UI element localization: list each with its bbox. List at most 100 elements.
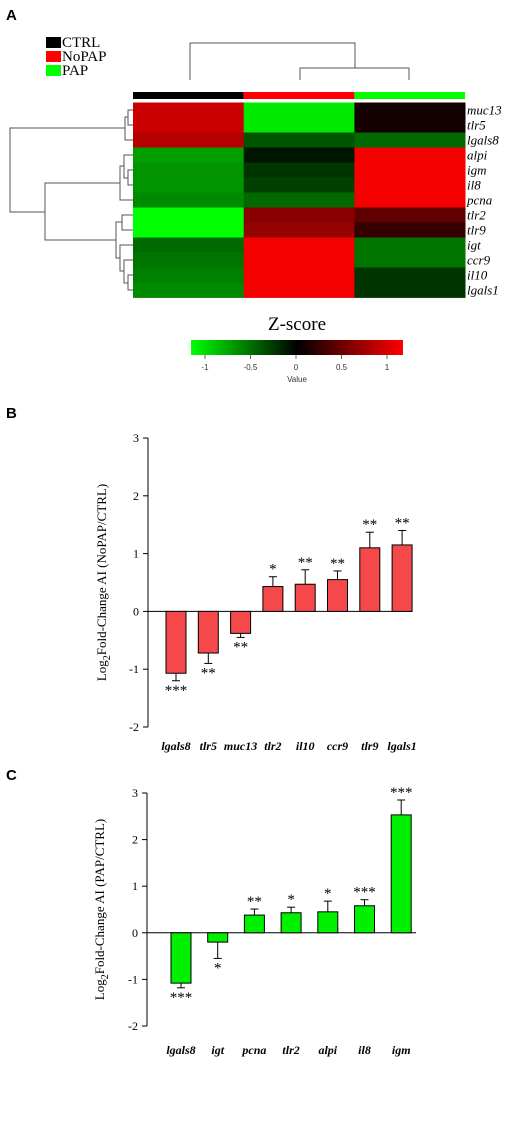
bar-pcna <box>243 914 265 934</box>
bar-igt <box>207 932 229 943</box>
heatmap-cell <box>354 177 466 193</box>
row-dendrogram <box>9 109 133 291</box>
row-label: igm <box>467 163 487 178</box>
heatmap-cell <box>243 267 355 283</box>
category-label: il10 <box>296 739 315 753</box>
significance-label: ** <box>395 515 410 531</box>
row-label: tlr9 <box>467 223 486 238</box>
category-label: alpi <box>318 1043 337 1057</box>
bar-lgals1 <box>391 544 413 612</box>
heatmap-cell <box>133 237 245 253</box>
y-tick-label: -2 <box>129 720 139 734</box>
significance-label: *** <box>170 990 193 1006</box>
heatmap-cell <box>133 117 245 133</box>
row-dendro-igm-il8 <box>127 169 133 186</box>
heatmap-cell <box>133 102 245 118</box>
row-label: ccr9 <box>467 253 491 268</box>
panel-label-b: B <box>6 405 17 422</box>
row-label: igt <box>467 238 481 253</box>
row-label: il8 <box>467 178 481 193</box>
bar-tlr2 <box>262 586 284 612</box>
category-label: tlr5 <box>200 739 217 753</box>
heatmap-cell <box>243 237 355 253</box>
column-color-bar <box>133 92 466 99</box>
significance-label: ** <box>201 665 216 681</box>
significance-label: ** <box>247 894 262 910</box>
heatmap-cell <box>243 147 355 163</box>
bar-tlr9 <box>359 547 381 612</box>
category-label: tlr9 <box>361 739 378 753</box>
heatmap-cell <box>354 237 466 253</box>
bar-igm <box>390 814 412 934</box>
heatmap-row-labels: muc13tlr5lgals8alpiigmil8pcnatlr2tlr9igt… <box>466 103 502 298</box>
colorbar-tick-label: 0 <box>294 363 299 372</box>
column-color-ctrl <box>133 92 244 99</box>
heatmap-cells <box>133 102 466 298</box>
legend-label: CTRL <box>62 35 100 51</box>
category-label: igm <box>392 1043 411 1057</box>
significance-label: *** <box>390 785 413 801</box>
column-color-pap <box>354 92 466 99</box>
colorbar-tick-label: -1 <box>201 363 209 372</box>
heatmap-cell <box>354 252 466 268</box>
heatmap-cell <box>133 177 245 193</box>
column-dendrogram <box>189 42 410 80</box>
category-label: ccr9 <box>327 739 348 753</box>
category-label: igt <box>211 1043 224 1057</box>
y-tick-label: 1 <box>133 547 139 561</box>
significance-label: ** <box>233 639 248 655</box>
colorbar-tick-label: -0.5 <box>244 363 258 372</box>
heatmap-cell <box>243 132 355 148</box>
heatmap-cell <box>133 162 245 178</box>
category-label: lgals8 <box>166 1043 195 1057</box>
column-color-nopap <box>243 92 355 99</box>
category-label: pcna <box>241 1043 266 1057</box>
legend-label: NoPAP <box>62 49 106 65</box>
heatmap-cell <box>243 162 355 178</box>
bar-alpi <box>317 911 339 934</box>
row-label: il10 <box>467 268 488 283</box>
bar-muc13 <box>230 610 252 634</box>
heatmap-cell <box>354 282 466 298</box>
y-tick-label: 2 <box>133 489 139 503</box>
row-dendro-il10-lgals1 <box>127 274 133 291</box>
category-label: lgals1 <box>387 739 416 753</box>
bar-tlr5 <box>197 610 219 654</box>
heatmap-cell <box>133 147 245 163</box>
heatmap-cell <box>133 267 245 283</box>
significance-label: * <box>324 886 332 902</box>
heatmap-cell <box>133 207 245 223</box>
colorbar-tick-label: 0.5 <box>336 363 348 372</box>
col-dendro-link-nopap-pap <box>299 67 410 80</box>
y-axis-label: Log2Fold-Change AI (NoPAP/CTRL) <box>94 484 113 681</box>
row-label: lgals1 <box>467 283 499 298</box>
heatmap-cell <box>243 252 355 268</box>
heatmap-cell <box>354 267 466 283</box>
heatmap-cell <box>133 252 245 268</box>
y-tick-label: 1 <box>132 879 138 893</box>
heatmap-cell <box>354 207 466 223</box>
significance-label: *** <box>353 885 376 901</box>
bar-lgals8 <box>170 932 192 984</box>
y-tick-label: 0 <box>133 604 139 618</box>
bar-lgals8 <box>165 610 187 674</box>
heatmap-cell <box>354 147 466 163</box>
heatmap-cell <box>354 117 466 133</box>
row-dendro-pcna <box>119 165 133 201</box>
heatmap-cell <box>354 132 466 148</box>
colorbar-value-label: Value <box>287 375 307 384</box>
row-label: pcna <box>466 193 493 208</box>
row-dendro-tlr-igt <box>115 221 122 259</box>
row-label: tlr5 <box>467 118 486 133</box>
category-label: lgals8 <box>161 739 190 753</box>
bar-tlr2 <box>280 912 302 934</box>
category-label: il8 <box>358 1043 371 1057</box>
significance-label: ** <box>362 517 377 533</box>
colorbar <box>191 340 403 355</box>
heatmap-cell <box>354 192 466 208</box>
col-dendro-link-root <box>189 42 356 80</box>
heatmap-cell <box>243 177 355 193</box>
bar-chart-nopap: -2 -1 0 1 2 3 Log2Fold-Change AI (NoPAP/CTRL) *… <box>94 431 417 753</box>
significance-label: * <box>214 960 222 976</box>
